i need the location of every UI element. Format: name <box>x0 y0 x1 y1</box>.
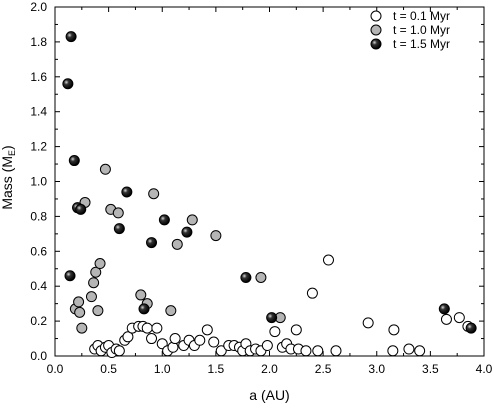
data-point-series-0 <box>322 254 334 266</box>
data-point-series-0 <box>403 343 415 355</box>
data-point-series-0 <box>113 345 125 357</box>
data-point-series-2 <box>62 78 74 90</box>
x-tick-label: 3.5 <box>422 362 439 376</box>
data-point-series-0 <box>290 324 302 336</box>
data-point-series-0 <box>208 336 220 348</box>
data-point-series-0 <box>440 313 452 325</box>
plot-frame <box>54 6 485 357</box>
data-point-series-0 <box>312 345 324 357</box>
y-axis-label-subscript: E <box>7 150 17 156</box>
y-tick-label: 0.2 <box>30 314 47 328</box>
data-point-series-2 <box>240 271 252 283</box>
y-tick-labels: 0.0 0.2 0.4 0.6 0.8 1.0 1.2 1.4 1.6 1.8 2.0 <box>30 0 47 363</box>
data-point-series-2 <box>146 237 158 249</box>
x-tick-label: 2.5 <box>315 362 332 376</box>
data-point-series-0 <box>362 317 374 329</box>
x-axis-label: a (AU) <box>249 387 289 403</box>
x-tick-label: 0.0 <box>47 362 64 376</box>
plot-area <box>54 6 485 357</box>
data-point-series-1 <box>171 238 183 250</box>
data-point-series-1 <box>165 305 177 317</box>
y-tick-label: 0.4 <box>30 279 47 293</box>
y-tick-label: 1.8 <box>30 35 47 49</box>
data-point-series-0 <box>215 345 227 357</box>
data-point-series-1 <box>88 277 100 289</box>
legend-item-1: t = 1.0 Myr <box>370 23 450 37</box>
data-point-series-0 <box>330 345 342 357</box>
data-point-series-2 <box>65 31 77 43</box>
data-point-series-0 <box>300 345 312 357</box>
legend-item-2: t = 1.5 Myr <box>370 37 450 51</box>
data-point-series-2 <box>75 203 87 215</box>
data-point-series-2 <box>113 223 125 235</box>
data-point-series-2 <box>465 322 477 334</box>
x-tick-label: 0.5 <box>100 362 117 376</box>
y-tick-label: 1.4 <box>30 105 47 119</box>
data-point-series-1 <box>255 271 267 283</box>
y-tick-label: 0.6 <box>30 244 47 258</box>
data-point-series-0 <box>169 333 181 345</box>
data-point-series-0 <box>453 312 465 324</box>
data-point-series-0 <box>146 333 158 345</box>
data-point-series-2 <box>68 155 80 167</box>
data-point-series-2 <box>121 186 133 198</box>
data-point-series-1 <box>99 163 111 175</box>
data-point-series-2 <box>158 214 170 226</box>
x-tick-label: 3.0 <box>368 362 385 376</box>
y-axis-label: Mass (ME) <box>0 145 17 209</box>
x-tick-labels: 0.0 0.5 1.0 1.5 2.0 2.5 3.0 3.5 4.0 <box>47 362 493 376</box>
data-point-series-2 <box>266 312 278 324</box>
data-point-series-0 <box>269 326 281 338</box>
data-point-series-0 <box>414 345 426 357</box>
data-point-series-1 <box>73 296 85 308</box>
data-point-series-0 <box>122 331 134 343</box>
legend-label-2: t = 1.5 Myr <box>393 37 450 51</box>
data-point-series-2 <box>64 270 76 282</box>
y-tick-label: 1.0 <box>30 175 47 189</box>
y-tick-label: 0.0 <box>30 349 47 363</box>
legend-marker-1 <box>370 24 382 36</box>
data-point-series-0 <box>141 322 153 334</box>
data-point-series-1 <box>85 291 97 303</box>
y-axis-label-main: Mass (M <box>0 156 15 210</box>
data-point-series-1 <box>210 230 222 242</box>
data-point-series-0 <box>201 324 213 336</box>
data-point-series-1 <box>148 188 160 200</box>
data-point-series-1 <box>94 258 106 270</box>
data-point-series-1 <box>186 214 198 226</box>
data-point-series-2 <box>138 303 150 315</box>
data-points <box>62 31 477 359</box>
data-point-series-2 <box>181 226 193 238</box>
y-tick-label: 0.8 <box>30 209 47 223</box>
y-axis-label-close: ) <box>0 145 15 150</box>
axis-ticks <box>54 6 485 357</box>
legend-marker-0 <box>370 10 382 22</box>
data-point-series-1 <box>135 289 147 301</box>
data-point-series-2 <box>438 303 450 315</box>
x-tick-label: 2.0 <box>261 362 278 376</box>
legend: t = 0.1 Myr t = 1.0 Myr t = 1.5 Myr <box>370 9 450 51</box>
x-tick-label: 4.0 <box>476 362 493 376</box>
data-point-series-0 <box>151 322 163 334</box>
data-point-series-0 <box>388 324 400 336</box>
legend-label-1: t = 1.0 Myr <box>393 23 450 37</box>
data-point-series-1 <box>112 207 124 219</box>
data-point-series-0 <box>194 334 206 346</box>
legend-marker-2 <box>370 38 382 50</box>
data-point-series-1 <box>92 305 104 317</box>
data-point-series-1 <box>74 306 86 318</box>
x-tick-label: 1.5 <box>208 362 225 376</box>
legend-item-0: t = 0.1 Myr <box>370 9 450 23</box>
data-point-series-0 <box>387 345 399 357</box>
y-tick-label: 2.0 <box>30 0 47 14</box>
legend-label-0: t = 0.1 Myr <box>393 9 450 23</box>
x-tick-label: 1.0 <box>154 362 171 376</box>
data-point-series-0 <box>261 340 273 352</box>
y-tick-label: 1.6 <box>30 70 47 84</box>
data-point-series-1 <box>90 266 102 278</box>
data-point-series-1 <box>76 322 88 334</box>
data-point-series-0 <box>306 287 318 299</box>
y-tick-label: 1.2 <box>30 140 47 154</box>
